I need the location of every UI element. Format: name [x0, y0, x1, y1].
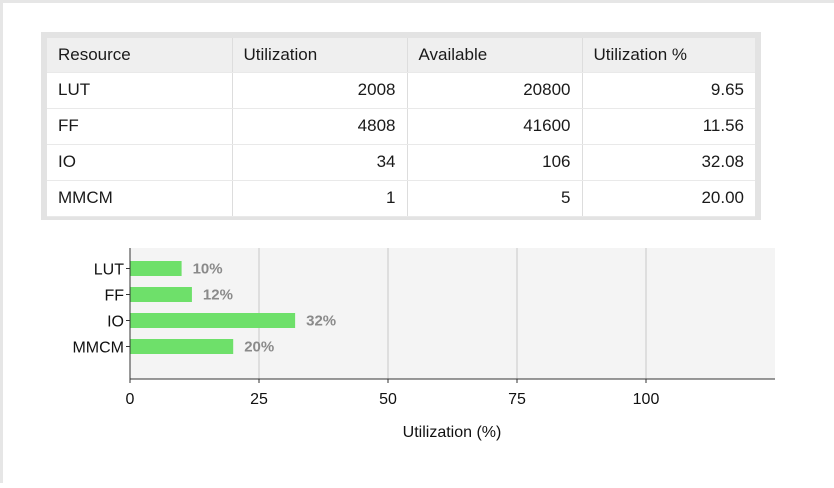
cell-utilization: 2008 [232, 72, 408, 109]
utilization-table-panel: Resource Utilization Available Utilizati… [41, 32, 761, 220]
table-row[interactable]: FF 4808 41600 11.56 [47, 108, 755, 145]
bar-ff[interactable] [130, 287, 192, 302]
cell-utilization: 4808 [232, 108, 408, 145]
cell-available: 20800 [407, 72, 583, 109]
column-header-resource[interactable]: Resource [47, 38, 233, 73]
bar-value-label: 20% [244, 339, 274, 356]
utilization-table: Resource Utilization Available Utilizati… [47, 38, 755, 217]
table-header-row: Resource Utilization Available Utilizati… [47, 38, 755, 73]
x-tick-label: 0 [126, 391, 135, 408]
table-row[interactable]: LUT 2008 20800 9.65 [47, 72, 755, 109]
bar-io[interactable] [130, 313, 296, 328]
y-category-label: LUT [94, 262, 124, 279]
cell-available: 106 [407, 144, 583, 181]
x-tick-label: 100 [633, 391, 660, 408]
y-category-label: IO [107, 314, 124, 331]
y-category-label: FF [104, 288, 124, 305]
x-tick-label: 75 [508, 391, 526, 408]
column-header-utilization-percent[interactable]: Utilization % [582, 38, 755, 73]
window-frame-left [0, 0, 3, 483]
cell-resource: FF [47, 108, 233, 145]
bar-lut[interactable] [130, 261, 182, 276]
table-row[interactable]: MMCM 1 5 20.00 [47, 180, 755, 217]
x-axis-label: Utilization (%) [403, 424, 502, 441]
x-tick-label: 50 [379, 391, 397, 408]
table-row[interactable]: IO 34 106 32.08 [47, 144, 755, 181]
cell-available: 5 [407, 180, 583, 217]
cell-resource: MMCM [47, 180, 233, 217]
bar-value-label: 10% [193, 261, 223, 278]
x-tick-label: 25 [250, 391, 268, 408]
cell-utilization: 1 [232, 180, 408, 217]
cell-utilization-percent: 9.65 [582, 72, 755, 109]
utilization-chart-panel: 10% 12% 32% 20% 0 25 50 75 100 LUT FF IO MMCM Util… [0, 240, 834, 483]
cell-utilization-percent: 32.08 [582, 144, 755, 181]
bar-mmcm[interactable] [130, 339, 234, 354]
column-header-utilization[interactable]: Utilization [232, 38, 408, 73]
cell-resource: LUT [47, 72, 233, 109]
column-header-available[interactable]: Available [407, 38, 583, 73]
y-category-label: MMCM [72, 340, 124, 357]
bar-value-label: 32% [306, 313, 336, 330]
utilization-bar-chart: 10% 12% 32% 20% 0 25 50 75 100 LUT FF IO MMCM Util… [72, 248, 775, 441]
bar-value-label: 12% [203, 287, 233, 304]
cell-resource: IO [47, 144, 233, 181]
cell-available: 41600 [407, 108, 583, 145]
cell-utilization-percent: 20.00 [582, 180, 755, 217]
cell-utilization: 34 [232, 144, 408, 181]
cell-utilization-percent: 11.56 [582, 108, 755, 145]
window-frame-top [0, 0, 834, 3]
